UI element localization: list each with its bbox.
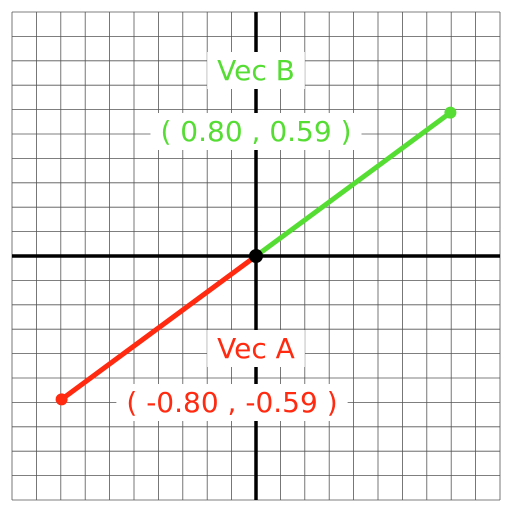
vector [254, 110, 452, 259]
label-background [207, 52, 305, 89]
vector [60, 253, 258, 402]
vector-coords: ( -0.80 , -0.59 ) [126, 386, 337, 419]
label-background [116, 384, 348, 421]
vector-name: Vec A [217, 332, 295, 365]
label-background [207, 330, 305, 367]
vector-tip [55, 393, 68, 406]
vector-tip [444, 106, 457, 119]
vector-name: Vec B [217, 54, 295, 87]
vector-coords: ( 0.80 , 0.59 ) [160, 115, 351, 148]
labels: Vec B ( 0.80 , 0.59 ) Vec A ( -0.80 , -0.59… [116, 52, 362, 421]
label-background [150, 113, 362, 150]
origin [249, 249, 263, 263]
vectors [55, 106, 457, 406]
